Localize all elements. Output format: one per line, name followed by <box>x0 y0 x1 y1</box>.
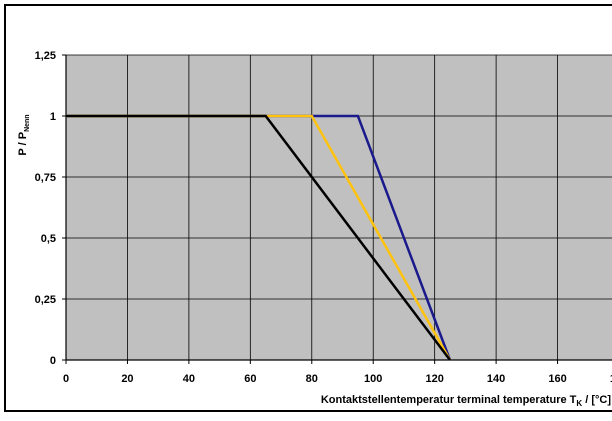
x-tick-label: 100 <box>364 373 382 385</box>
y-tick-label: 0,75 <box>35 172 56 184</box>
series-lines <box>66 114 452 361</box>
x-tick-label: 20 <box>121 373 133 385</box>
x-tick-labels: 0 20 40 60 80 100 120 140 160 180 <box>63 373 612 385</box>
y-tick-label: 1,25 <box>35 50 56 62</box>
x-tick-label: 60 <box>244 373 256 385</box>
x-tick-label: 0 <box>63 373 69 385</box>
x-tick-label: 140 <box>487 373 505 385</box>
y-tick-label: 0,5 <box>41 233 56 245</box>
x-tick-label: 120 <box>425 373 443 385</box>
series-line <box>66 114 451 361</box>
x-tick-label: 40 <box>183 373 195 385</box>
x-tick-label: 80 <box>306 373 318 385</box>
y-tick-label: 0,25 <box>35 294 56 306</box>
y-tick-labels: 0 0,25 0,5 0,75 1 1,25 <box>35 50 56 367</box>
y-tick-label: 0 <box>50 355 56 367</box>
x-axis-title: Kontaktstellentemperatur terminal temper… <box>321 394 611 408</box>
axes <box>62 54 612 364</box>
y-axis-title: P / PNenn <box>17 114 31 155</box>
y-tick-label: 1 <box>50 111 56 123</box>
plot-area <box>66 55 612 360</box>
chart: 0 20 40 60 80 100 120 140 160 180 0 0,25 0,5 0,75 1 1,… <box>17 50 612 408</box>
x-tick-label: 180 <box>610 373 612 385</box>
chart-frame: 0 20 40 60 80 100 120 140 160 180 0 0,25 0,5 0,75 1 1,… <box>4 4 612 412</box>
x-tick-label: 160 <box>548 373 566 385</box>
